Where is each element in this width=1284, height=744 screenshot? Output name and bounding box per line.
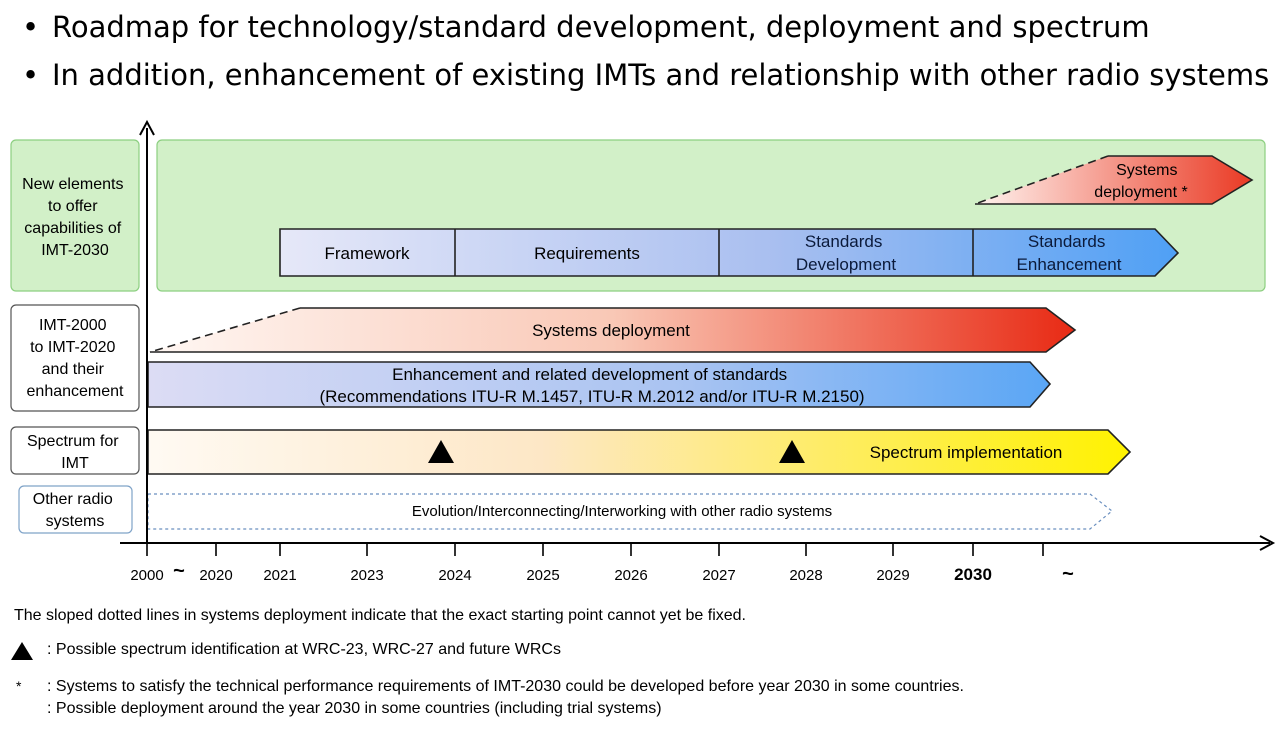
x-axis-tick-label-2029: 2029 bbox=[876, 567, 909, 584]
x-axis-tick-label-2000: 2000 bbox=[130, 567, 163, 584]
bullet-enhancement: • In addition, enhancement of existing IM… bbox=[22, 57, 1269, 93]
systems-deployment-dashed-slope bbox=[149, 307, 301, 353]
x-axis-tick-label-2026: 2026 bbox=[614, 567, 647, 584]
new-elements-label-box bbox=[10, 139, 140, 292]
phase-arrow bbox=[279, 228, 1180, 277]
note-sloped-lines: The sloped dotted lines in systems deplo… bbox=[14, 607, 746, 624]
bullet-text-enhancement: In addition, enhancement of existing IMT… bbox=[52, 58, 1270, 92]
enhancement-label: Enhancement and related development of s… bbox=[319, 365, 864, 406]
evolution-label: Evolution/Interconnecting/Interworking w… bbox=[412, 503, 832, 520]
phase-standards-development: Standards Development bbox=[796, 232, 896, 274]
spectrum-implementation-label: Spectrum implementation bbox=[870, 443, 1063, 462]
spectrum-label: Spectrum for IMT bbox=[27, 433, 123, 472]
imt2000-label-box bbox=[10, 304, 140, 412]
x-axis-tick-label-2027: 2027 bbox=[702, 567, 735, 584]
systems-deployment-label: Systems deployment bbox=[532, 321, 690, 340]
axis-break-tilde: ~ bbox=[173, 560, 185, 582]
phase-framework: Framework bbox=[324, 244, 410, 263]
x-axis-tick-label-2025: 2025 bbox=[526, 567, 559, 584]
bullet-marker: • bbox=[22, 58, 40, 92]
axis-end-tilde: ~ bbox=[1062, 563, 1074, 585]
bullet-text-roadmap: Roadmap for technology/standard developm… bbox=[52, 10, 1150, 44]
note-triangle: : Possible spectrum identification at WR… bbox=[47, 641, 561, 658]
imt2030-deployment-arrow bbox=[975, 156, 1252, 204]
other-radio-label: Other radio systems bbox=[33, 491, 118, 530]
x-axis-tick-label-2030: 2030 bbox=[954, 565, 992, 584]
x-axis-tick-label-2020: 2020 bbox=[199, 567, 232, 584]
note-star-line2: : Possible deployment around the year 20… bbox=[47, 700, 662, 717]
imt2030-deployment-dashed-slope bbox=[974, 155, 1109, 205]
x-axis-tick-label-2024: 2024 bbox=[438, 567, 471, 584]
wrc23-triangle-icon bbox=[428, 440, 454, 463]
note-star-marker: * bbox=[16, 678, 22, 694]
x-axis-tick-label-2021: 2021 bbox=[263, 567, 296, 584]
y-axis-arrowhead bbox=[139, 119, 155, 136]
x-axis-tick-label-2028: 2028 bbox=[789, 567, 822, 584]
bullet-roadmap: • Roadmap for technology/standard develop… bbox=[22, 9, 1150, 45]
x-axis-arrowhead bbox=[1259, 535, 1276, 551]
spectrum-label-box bbox=[10, 426, 140, 475]
phase-standards-enhancement: Standards Enhancement bbox=[1017, 232, 1122, 274]
note-star-line1: : Systems to satisfy the technical perfo… bbox=[47, 678, 964, 695]
phase-requirements: Requirements bbox=[534, 244, 640, 263]
other-radio-label-box bbox=[18, 485, 133, 534]
systems-deployment-arrow bbox=[150, 308, 1075, 352]
x-axis-ticks: 2000 2020 2021 2023 2024 2025 2026 2027 2028 2029… bbox=[130, 543, 1044, 584]
bullet-marker: • bbox=[22, 10, 40, 44]
new-elements-label: New elements to offer capabilities of IM… bbox=[22, 176, 128, 259]
legend-triangle-icon bbox=[11, 642, 33, 660]
imt2030-deployment-label: Systems deployment * bbox=[1094, 162, 1187, 201]
x-axis-tick-label-2023: 2023 bbox=[350, 567, 383, 584]
imt2000-label: IMT-2000 to IMT-2020 and their enhanceme… bbox=[27, 317, 125, 400]
wrc27-triangle-icon bbox=[779, 440, 805, 463]
